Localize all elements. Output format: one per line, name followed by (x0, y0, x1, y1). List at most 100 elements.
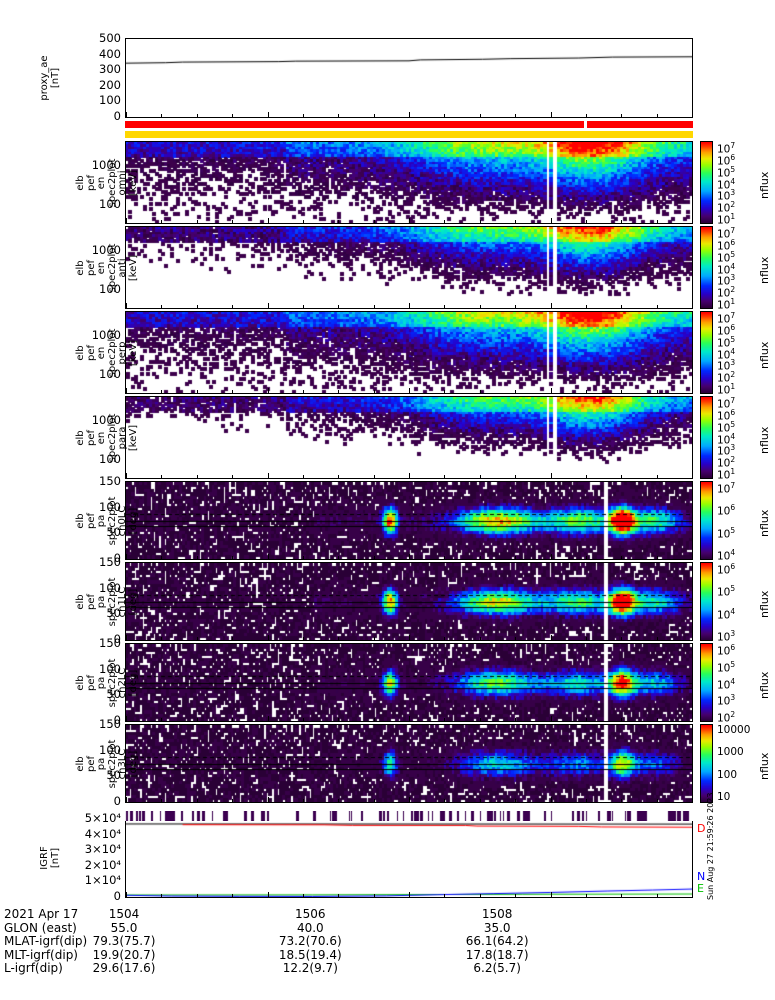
status-bar-gap (584, 121, 587, 128)
ylabel-line: [keV] (127, 339, 139, 366)
colorbar-tick-label: 104 (717, 606, 736, 622)
yticklabels-igrf: 5×10⁴ 4×10⁴ 3×10⁴ 2×10⁴ 1×10⁴ 0 (75, 811, 121, 903)
x-tick-marks (126, 635, 692, 640)
colorbar-title: nflux (758, 426, 771, 454)
ytick-label: 100 (99, 93, 121, 108)
ytick-label: 100 (99, 661, 121, 676)
colorbar-tick-label: 107 (717, 141, 736, 156)
ylabel-line: [deg] (127, 588, 139, 615)
panel-pa-ch1lc[interactable] (125, 562, 693, 641)
colorbar-gradient (701, 644, 712, 721)
colorbar-en-para (700, 396, 713, 479)
y-tick-marks-right (685, 563, 692, 640)
panel-en-para[interactable] (125, 396, 693, 479)
axis-row-value: 19.9(20.7) (92, 947, 156, 962)
panel-en-perp[interactable] (125, 311, 693, 394)
panel-en-anti[interactable] (125, 226, 693, 309)
axis-row-1: GLON (east) 55.0 40.0 35.0 (4, 920, 704, 936)
axis-row-4: L-igrf(dip) 29.6(17.6) 12.2(9.7) 6.2(5.7) (4, 962, 704, 976)
ytick-label: 0 (113, 713, 121, 727)
ytick-label: 100 (99, 499, 121, 514)
ylabel-line: [deg] (127, 669, 139, 696)
ytick-label: 3×10⁴ (84, 842, 121, 857)
axis-row-label: MLAT-igrf(dip) (4, 934, 88, 949)
axis-row-value: 6.2(5.7) (473, 961, 521, 976)
colorbar-gradient (701, 563, 712, 640)
spin-sector-canvas (125, 811, 693, 821)
panel-pa-ch2lc[interactable] (125, 643, 693, 722)
panel-proxy-ae-canvas (126, 39, 692, 117)
axis-annotation-table: 2021 Apr 17 1504 1506 1508 GLON (east) 55.0 40… (4, 907, 704, 976)
colorbar-tick-label: 103 (717, 443, 736, 458)
axis-row-value: 40.0 (296, 920, 324, 935)
colorbar-tick-label: 103 (717, 188, 736, 203)
panel-pa-ch0lc[interactable] (125, 481, 693, 560)
ylabel-line: [deg] (127, 750, 139, 777)
ytick-label: 100 (99, 580, 121, 595)
colorbar-tick-label: 101 (717, 467, 736, 482)
panel-proxy-ae[interactable] (125, 38, 693, 118)
ytick-label: 500 (99, 31, 121, 45)
ylabel-line: [deg] (127, 507, 139, 534)
ytick-label: 150 (99, 474, 121, 488)
colorbar-pa-ch2lc (700, 643, 713, 722)
ylabel-igrf: IGRF [nT] (39, 846, 61, 869)
ytick-label: 150 (99, 555, 121, 569)
colorbar-tick-label: 102 (717, 455, 736, 470)
colorbar-tick-label: 105 (717, 249, 736, 265)
igrf-legend-E: E (697, 882, 704, 895)
ylabel-line: [keV] (127, 254, 139, 281)
yticklabels-pa-ch3lc: 150 100 50 0 (75, 717, 121, 808)
colorbar-tick-label: 105 (717, 164, 736, 180)
colorbar-title: nflux (758, 256, 771, 284)
red-status-bar (125, 121, 693, 128)
ytick-label: 300 (99, 62, 121, 77)
colorbar-tick-label: 105 (717, 419, 736, 435)
colorbar-tick-label: 104 (717, 346, 736, 362)
yticklabels-pa-ch1lc: 150 100 50 0 (75, 555, 121, 646)
ytick-label: 0 (113, 632, 121, 646)
ytick-label: 150 (99, 636, 121, 650)
panel-pa-ch2lc-canvas (126, 644, 692, 721)
ytick-label: 150 (99, 717, 121, 731)
colorbar-title: nflux (758, 171, 771, 199)
colorbar-tick-label: 100 (717, 768, 738, 781)
y-tick-marks-left (126, 819, 133, 897)
ytick-label: 50 (106, 525, 121, 540)
colorbar-tick-label: 104 (717, 548, 736, 563)
yticklabels-pa-ch0lc: 150 100 50 0 (75, 474, 121, 565)
y-tick-marks-right (685, 227, 692, 308)
panel-pa-ch0lc-canvas (126, 482, 692, 559)
axis-row-value: 18.5(19.4) (278, 947, 342, 962)
ytick-label: 100 (99, 367, 121, 382)
ytick-label: 1000 (91, 243, 121, 258)
axis-row-value: 79.3(75.7) (92, 934, 156, 949)
colorbar-gradient (701, 312, 712, 393)
panel-igrf-canvas (126, 819, 692, 897)
ytick-label: 0 (113, 551, 121, 565)
x-tick-marks (126, 892, 692, 897)
yticklabels-pa-ch2lc: 150 100 50 0 (75, 636, 121, 727)
axis-row-3: MLT-igrf(dip) 19.9(20.7) 18.5(19.4) 17.8(18… (4, 947, 704, 963)
axis-row-value: 12.2(9.7) (282, 961, 338, 976)
x-tick-marks (126, 218, 692, 223)
ylabel-line: proxy_ae (39, 55, 50, 101)
yticklabels-en-perp: 1000 100 (75, 311, 121, 394)
panel-pa-ch3lc[interactable] (125, 724, 693, 803)
ylabel-line: [keV] (127, 424, 139, 451)
panel-igrf[interactable] (125, 818, 693, 898)
axis-row-value: 35.0 (483, 920, 511, 935)
axis-row-value: 1508 (481, 907, 513, 921)
ytick-label: 0 (113, 889, 121, 903)
ytick-label: 100 (99, 197, 121, 212)
ytick-label: 50 (106, 687, 121, 702)
colorbar-en-omni (700, 141, 713, 224)
ytick-label: 100 (99, 742, 121, 757)
colorbar-tick-label: 107 (717, 481, 736, 496)
panel-en-omni[interactable] (125, 141, 693, 224)
y-tick-marks-left (126, 39, 133, 117)
spin-sector-strip (125, 806, 693, 821)
colorbar-gradient (701, 142, 712, 223)
colorbar-en-perp (700, 311, 713, 394)
axis-row-label: L-igrf(dip) (4, 961, 63, 976)
